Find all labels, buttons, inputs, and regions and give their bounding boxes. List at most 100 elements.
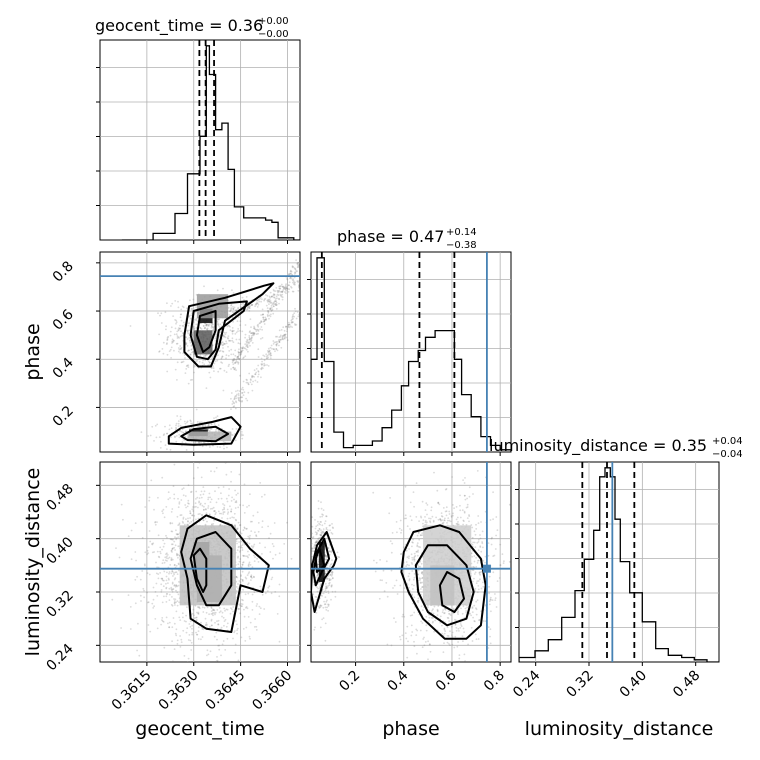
scatter-point	[235, 540, 238, 543]
scatter-point	[193, 617, 196, 620]
scatter-point	[167, 498, 170, 501]
scatter-point	[239, 604, 241, 607]
scatter-point	[203, 327, 206, 330]
scatter-point	[237, 563, 240, 566]
scatter-point	[186, 330, 189, 332]
scatter-point	[175, 533, 178, 535]
scatter-point	[285, 286, 288, 289]
scatter-point	[206, 354, 208, 356]
scatter-point	[198, 501, 201, 504]
scatter-point	[216, 446, 219, 448]
scatter-point	[154, 521, 157, 523]
scatter-point	[446, 641, 449, 644]
scatter-point	[200, 476, 203, 479]
scatter-point	[213, 519, 216, 522]
scatter-point	[243, 526, 246, 529]
scatter-point	[237, 316, 240, 319]
scatter-point	[253, 325, 256, 328]
scatter-point	[256, 557, 258, 560]
scatter-point	[243, 347, 246, 349]
scatter-point	[205, 323, 208, 326]
scatter-point	[195, 327, 198, 329]
scatter-point	[294, 307, 296, 310]
scatter-point	[191, 333, 194, 336]
scatter-point	[203, 325, 205, 327]
scatter-point	[170, 538, 173, 541]
scatter-point	[262, 316, 265, 319]
scatter-point	[153, 605, 156, 608]
scatter-point	[329, 565, 331, 568]
scatter-point	[425, 624, 428, 627]
scatter-point	[235, 309, 238, 312]
scatter-point	[175, 571, 178, 574]
scatter-point	[492, 491, 494, 494]
scatter-point	[291, 265, 294, 268]
scatter-point	[247, 550, 249, 553]
scatter-point	[144, 564, 146, 567]
scatter-point	[242, 504, 245, 507]
scatter-point	[429, 521, 432, 524]
scatter-point	[255, 303, 257, 306]
scatter-point	[165, 553, 167, 556]
scatter-point	[260, 588, 263, 591]
scatter-point	[217, 324, 220, 327]
scatter-point	[195, 408, 198, 411]
scatter-point	[284, 334, 286, 336]
scatter-point	[316, 540, 319, 543]
scatter-point	[250, 575, 253, 578]
scatter-point	[253, 327, 255, 330]
scatter-point	[239, 324, 242, 327]
scatter-point	[336, 551, 339, 554]
scatter-point	[246, 607, 249, 610]
scatter-point	[231, 332, 234, 335]
title-phase-plus: +0.14	[446, 227, 477, 238]
scatter-point	[463, 450, 465, 452]
scatter-point	[386, 595, 389, 598]
scatter-point	[195, 317, 198, 320]
scatter-point	[267, 365, 270, 367]
scatter-point	[408, 579, 411, 582]
scatter-point	[178, 436, 181, 439]
scatter-point	[238, 352, 240, 354]
scatter-point	[396, 593, 399, 595]
scatter-point	[454, 624, 457, 626]
scatter-point	[292, 281, 294, 284]
scatter-point	[247, 341, 250, 344]
scatter-point	[176, 361, 179, 364]
scatter-point	[199, 425, 202, 428]
scatter-point	[214, 513, 217, 516]
scatter-point	[266, 357, 268, 360]
scatter-point	[495, 534, 497, 537]
scatter-point	[193, 364, 195, 367]
scatter-point	[292, 317, 294, 320]
scatter-point	[185, 368, 188, 370]
scatter-point	[236, 623, 238, 626]
scatter-point	[161, 620, 164, 623]
scatter-point	[233, 631, 236, 634]
scatter-point	[203, 490, 206, 493]
scatter-point	[266, 354, 269, 357]
scatter-point	[213, 612, 216, 614]
scatter-point	[315, 541, 317, 544]
scatter-point	[248, 635, 251, 638]
scatter-point	[478, 619, 480, 622]
scatter-point	[284, 333, 287, 336]
scatter-point	[157, 496, 159, 499]
scatter-point	[240, 388, 243, 391]
scatter-point	[320, 533, 322, 536]
scatter-point	[213, 609, 215, 611]
scatter-point	[320, 534, 323, 537]
scatter-point	[218, 648, 221, 651]
scatter-point	[244, 324, 247, 326]
scatter-point	[259, 482, 262, 484]
scatter-point	[489, 519, 492, 521]
scatter-point	[268, 350, 271, 353]
scatter-point	[441, 515, 444, 518]
scatter-point	[202, 359, 205, 362]
scatter-point	[187, 657, 190, 660]
scatter-point	[219, 610, 222, 613]
scatter-point	[238, 603, 240, 606]
scatter-point	[284, 288, 287, 290]
scatter-point	[266, 307, 269, 309]
scatter-point	[253, 332, 256, 335]
